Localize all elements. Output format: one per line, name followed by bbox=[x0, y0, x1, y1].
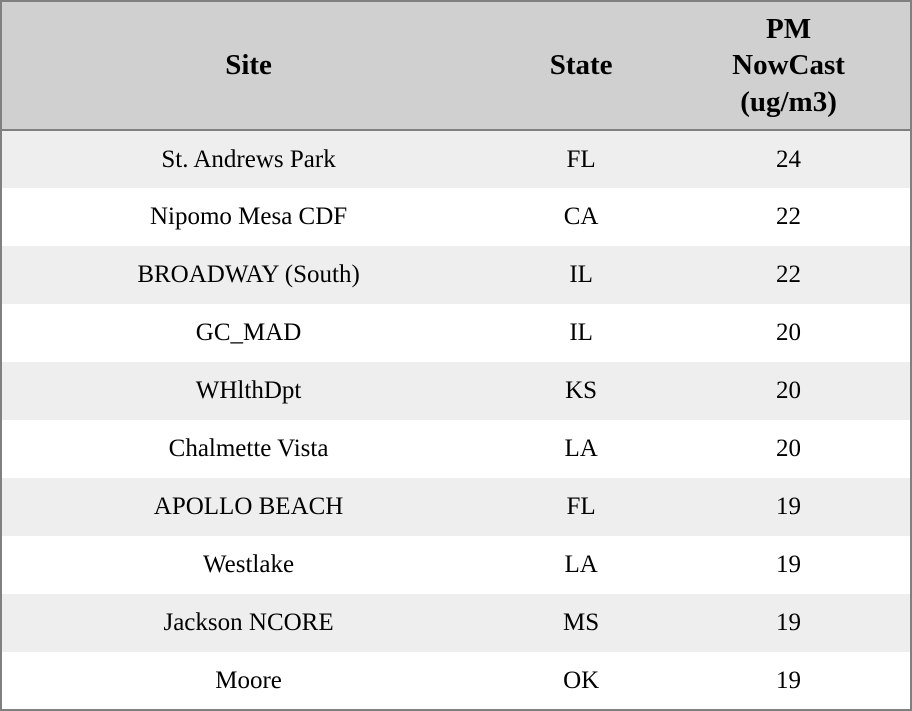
pm-nowcast-cell: 19 bbox=[776, 609, 802, 636]
pm-nowcast-cell: 22 bbox=[776, 261, 802, 288]
column-header-pm-nowcast: PM NowCast (ug/m3) bbox=[667, 1, 911, 131]
pm-nowcast-cell: 20 bbox=[776, 377, 802, 404]
table-header: Site State PM NowCast (ug/m3) bbox=[1, 1, 911, 131]
site-cell: APOLLO BEACH bbox=[153, 493, 344, 520]
pm-nowcast-cell: 22 bbox=[776, 203, 802, 230]
site-cell: WHlthDpt bbox=[195, 377, 302, 404]
table-row: Nipomo Mesa CDF CA 22 bbox=[1, 188, 911, 246]
state-cell: IL bbox=[569, 261, 593, 288]
state-cell: FL bbox=[566, 493, 596, 520]
table-body: St. Andrews Park FL 24 Nipomo Mesa CDF CA 22 B… bbox=[1, 130, 911, 710]
site-cell: BROADWAY (South) bbox=[137, 261, 360, 288]
pm-nowcast-cell: 19 bbox=[776, 666, 802, 694]
table-row: BROADWAY (South) IL 22 bbox=[1, 246, 911, 304]
state-cell: LA bbox=[564, 551, 598, 578]
state-cell: CA bbox=[563, 203, 599, 230]
header-row: Site State PM NowCast (ug/m3) bbox=[1, 1, 911, 131]
table-row: GC_MAD IL 20 bbox=[1, 304, 911, 362]
site-cell: Chalmette Vista bbox=[168, 435, 329, 462]
table-row: Chalmette Vista LA 20 bbox=[1, 420, 911, 478]
site-cell: GC_MAD bbox=[195, 319, 302, 346]
site-cell: Nipomo Mesa CDF bbox=[149, 203, 348, 230]
table-row: APOLLO BEACH FL 19 bbox=[1, 478, 911, 536]
table-row: WHlthDpt KS 20 bbox=[1, 362, 911, 420]
pm-nowcast-cell: 24 bbox=[776, 145, 802, 173]
state-cell: FL bbox=[566, 145, 596, 173]
table-row: St. Andrews Park FL 24 bbox=[1, 130, 911, 188]
pm-nowcast-cell: 19 bbox=[776, 493, 802, 520]
pm-nowcast-cell: 20 bbox=[776, 319, 802, 346]
site-cell: St. Andrews Park bbox=[161, 145, 336, 173]
column-header-state-label: State bbox=[549, 49, 613, 82]
pm-nowcast-cell: 19 bbox=[776, 551, 802, 578]
column-header-state: State bbox=[495, 1, 668, 131]
state-cell: MS bbox=[563, 609, 600, 636]
column-header-site: Site bbox=[1, 1, 496, 131]
state-cell: OK bbox=[563, 666, 600, 694]
site-cell: Westlake bbox=[203, 551, 295, 578]
pm-nowcast-cell: 20 bbox=[776, 435, 802, 462]
table-row: Westlake LA 19 bbox=[1, 536, 911, 594]
site-cell: Jackson NCORE bbox=[163, 609, 334, 636]
column-header-site-label: Site bbox=[225, 49, 272, 82]
table-row: Jackson NCORE MS 19 bbox=[1, 594, 911, 652]
state-cell: KS bbox=[565, 377, 598, 404]
column-header-pm-nowcast-label: PM NowCast (ug/m3) bbox=[732, 13, 845, 118]
state-cell: IL bbox=[569, 319, 593, 346]
state-cell: LA bbox=[564, 435, 598, 462]
table-row: Moore OK 19 bbox=[1, 652, 911, 710]
site-cell: Moore bbox=[215, 666, 282, 694]
